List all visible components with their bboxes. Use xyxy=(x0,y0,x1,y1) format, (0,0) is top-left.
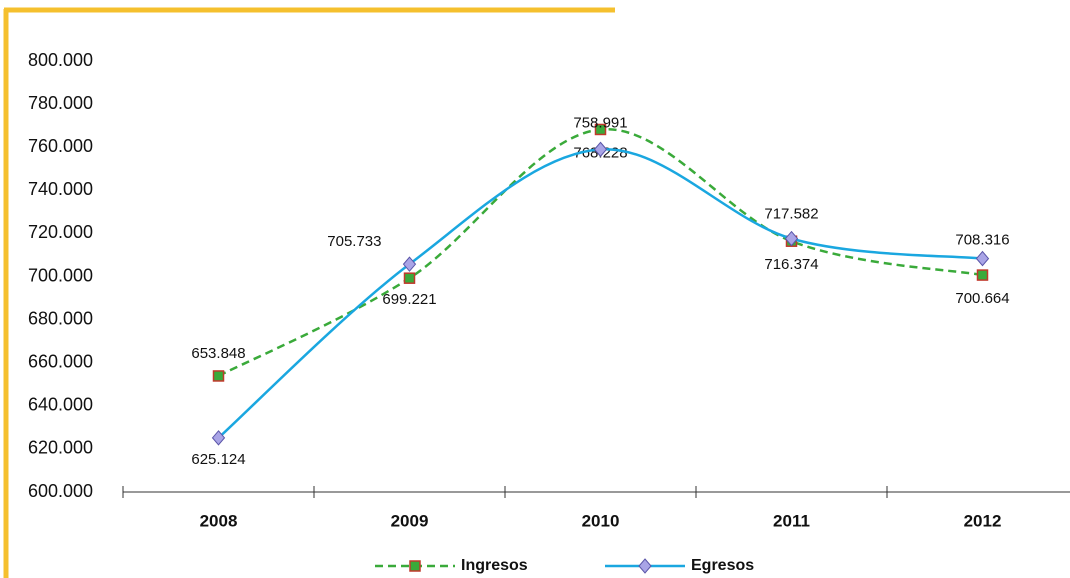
y-tick-label: 600.000 xyxy=(28,481,93,501)
data-label: 708.316 xyxy=(955,232,1009,249)
marker-diamond xyxy=(638,558,652,574)
y-tick-label: 800.000 xyxy=(28,50,93,70)
data-label: 699.221 xyxy=(382,291,436,308)
marker-square xyxy=(403,272,416,284)
y-tick-label: 660.000 xyxy=(28,351,93,371)
y-tick-label: 780.000 xyxy=(28,93,93,113)
data-label: 717.582 xyxy=(764,206,818,223)
marker-diamond xyxy=(784,230,799,247)
legend-label: Egresos xyxy=(691,557,754,574)
x-tick-label: 2011 xyxy=(773,511,810,530)
y-tick-label: 720.000 xyxy=(28,222,93,242)
data-label: 700.664 xyxy=(955,290,1009,307)
marker-square xyxy=(409,560,421,572)
data-label: 758.991 xyxy=(573,114,627,131)
marker-square xyxy=(594,123,607,136)
marker-square xyxy=(212,370,225,382)
marker-diamond xyxy=(211,430,226,446)
legend-label: Ingresos xyxy=(461,557,528,574)
x-tick-label: 2009 xyxy=(391,511,429,530)
marker-diamond xyxy=(402,256,417,272)
y-tick-label: 760.000 xyxy=(28,136,93,156)
y-tick-label: 640.000 xyxy=(28,395,93,415)
x-tick-label: 2012 xyxy=(964,511,1002,530)
y-tick-label: 680.000 xyxy=(28,308,93,328)
x-tick-label: 2008 xyxy=(200,511,238,530)
marker-diamond xyxy=(975,250,990,267)
y-tick-label: 620.000 xyxy=(28,438,93,458)
marker-square xyxy=(976,269,989,281)
series-line xyxy=(217,148,983,439)
data-label: 625.124 xyxy=(191,451,245,468)
y-tick-label: 740.000 xyxy=(28,179,93,199)
data-label: 705.733 xyxy=(327,233,381,250)
data-label: 716.374 xyxy=(764,256,818,273)
y-tick-label: 700.000 xyxy=(28,265,93,285)
x-tick-label: 2010 xyxy=(582,511,620,530)
marker-diamond xyxy=(593,141,608,158)
data-label: 653.848 xyxy=(191,345,245,362)
